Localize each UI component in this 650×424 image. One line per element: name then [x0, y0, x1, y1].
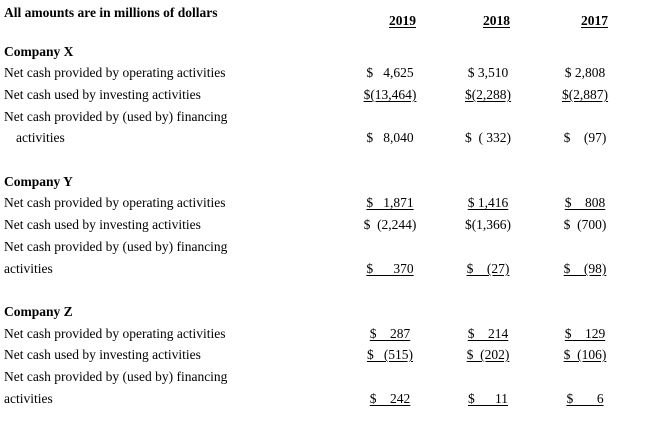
company-x-investing-label: Net cash used by investing activities [4, 87, 201, 102]
company-x-operating-2019: $ 4,625 [366, 65, 414, 80]
company-z-investing-2018: $ (202) [466, 347, 510, 362]
company-y-investing-label: Net cash used by investing activities [4, 217, 201, 232]
year-header-2017: 2017 [581, 13, 608, 28]
company-x-operating-2017: $ 2,808 [564, 65, 606, 80]
company-z-investing-2017: $ (106) [563, 347, 607, 362]
company-y-financing-2018: $ (27) [466, 261, 510, 276]
company-z-operating-label: Net cash provided by operating activitie… [4, 326, 226, 341]
company-x-heading: Company X [4, 44, 74, 59]
company-z-financing-label: Net cash provided by (used by) financing [4, 369, 228, 384]
amounts-note: All amounts are in millions of dollars [4, 5, 218, 20]
company-z-investing-2019: $ (515) [366, 347, 414, 362]
company-z-investing-label: Net cash used by investing activities [4, 347, 201, 362]
company-x-investing-2019: $(13,464) [363, 87, 417, 102]
company-x-operating-label: Net cash provided by operating activitie… [4, 65, 226, 80]
company-y-operating-label: Net cash provided by operating activitie… [4, 195, 226, 210]
company-z-financing-2019: $ 242 [369, 391, 411, 406]
company-z-operating-2017: $ 129 [564, 326, 606, 341]
year-header-2018: 2018 [483, 13, 510, 28]
company-z-heading: Company Z [4, 304, 73, 319]
company-x-financing-label-cont: activities [16, 130, 65, 145]
company-y-operating-2018: $ 1,416 [467, 195, 509, 210]
company-y-financing-2019: $ 370 [366, 261, 414, 276]
company-y-investing-2019: $ (2,244) [363, 217, 417, 232]
company-x-financing-2019: $ 8,040 [366, 130, 414, 145]
company-x-financing-2017: $ (97) [563, 130, 607, 145]
company-y-operating-2019: $ 1,871 [366, 195, 414, 210]
year-header-2019: 2019 [389, 13, 416, 28]
company-x-investing-2017: $(2,887) [561, 87, 609, 102]
company-z-financing-label-cont: activities [4, 391, 53, 406]
company-x-financing-2018: $ ( 332) [464, 130, 512, 145]
company-y-financing-2017: $ (98) [563, 261, 607, 276]
company-y-heading: Company Y [4, 174, 73, 189]
company-y-investing-2018: $(1,366) [464, 217, 512, 232]
company-x-financing-label: Net cash provided by (used by) financing [4, 109, 228, 124]
company-y-financing-label: Net cash provided by (used by) financing [4, 239, 228, 254]
company-z-financing-2018: $ 11 [468, 391, 508, 406]
company-y-investing-2017: $ (700) [563, 217, 607, 232]
company-z-financing-2017: $ 6 [566, 391, 604, 406]
company-y-financing-label-cont: activities [4, 261, 53, 276]
company-x-investing-2018: $(2,288) [464, 87, 512, 102]
company-z-operating-2019: $ 287 [369, 326, 411, 341]
company-z-operating-2018: $ 214 [467, 326, 509, 341]
company-x-operating-2018: $ 3,510 [467, 65, 509, 80]
company-y-operating-2017: $ 808 [564, 195, 606, 210]
